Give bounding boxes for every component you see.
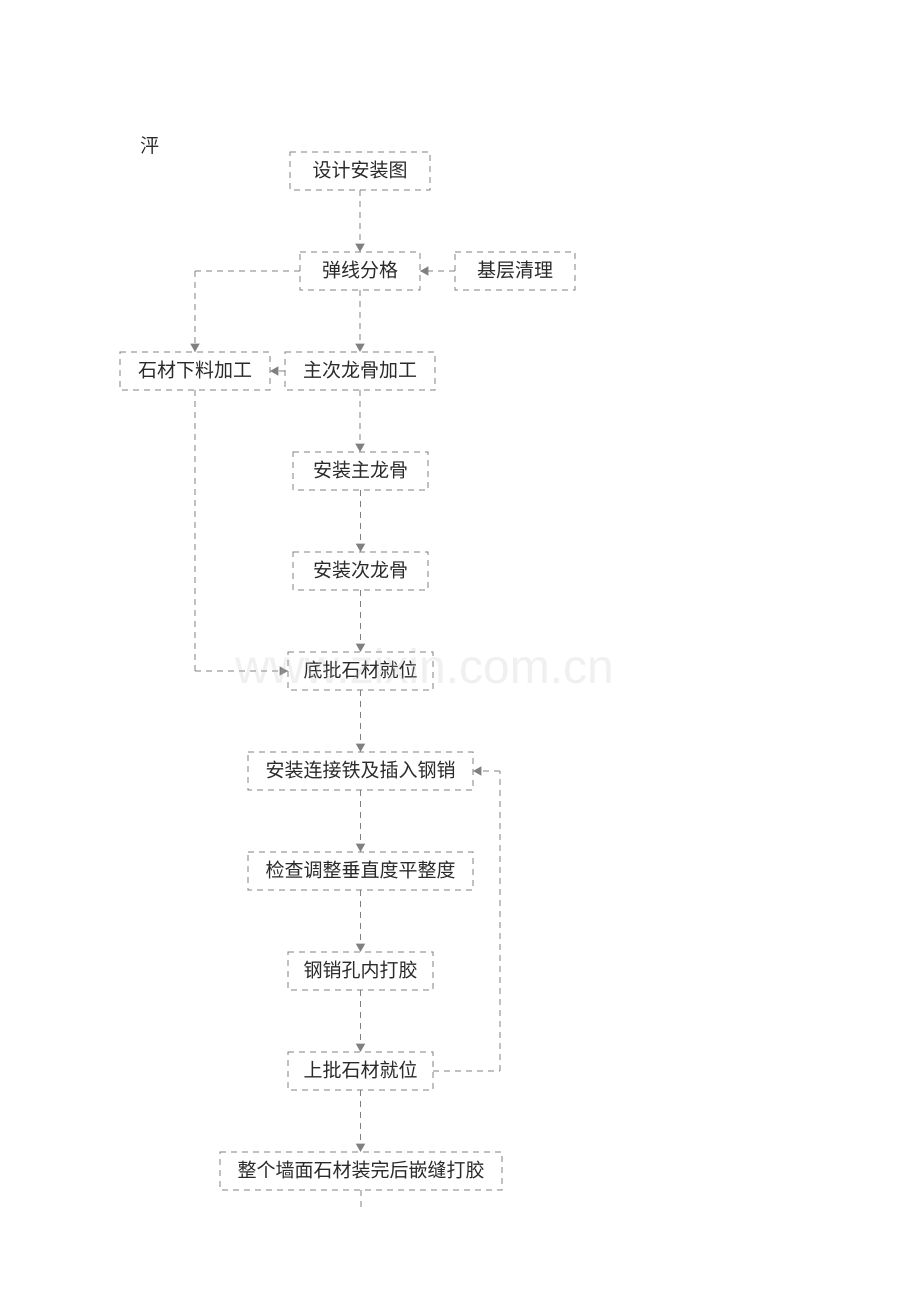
flow-node-b5: 主次龙骨加工 [285,352,435,390]
flow-node-b2: 弹线分格 [300,252,420,290]
flow-node-label: 主次龙骨加工 [303,360,417,382]
flow-node-label: 底批石材就位 [303,660,417,682]
flow-node-b3: 基层清理 [455,252,575,290]
flow-node-label: 上批石材就位 [303,1060,417,1082]
flow-node-b10: 检查调整垂直度平整度 [248,852,473,890]
flow-node-label: 弹线分格 [322,260,398,282]
flow-node-b8: 底批石材就位 [288,652,433,690]
flow-node-b11: 钢销孔内打胶 [288,952,433,990]
flow-node-label: 安装主龙骨 [313,460,408,482]
flow-node-label: 检查调整垂直度平整度 [265,860,455,882]
flow-node-b7: 安装次龙骨 [293,552,428,590]
flow-node-b4: 石材下料加工 [120,352,270,390]
flow-node-label: 整个墙面石材装完后嵌缝打胶 [237,1160,484,1182]
flow-node-label: 钢销孔内打胶 [303,960,417,982]
flow-node-b1: 设计安装图 [290,152,430,190]
flow-node-label: 安装连接铁及插入钢销 [265,760,455,782]
flow-node-b6: 安装主龙骨 [293,452,428,490]
flow-node-label: 设计安装图 [312,160,407,182]
flow-node-label: 基层清理 [477,260,553,282]
flow-node-b12: 上批石材就位 [288,1052,433,1090]
flow-node-b9: 安装连接铁及插入钢销 [248,752,473,790]
flow-node-b13: 整个墙面石材装完后嵌缝打胶 [220,1152,502,1190]
flow-node-label: 安装次龙骨 [313,560,408,582]
page-header-char: 泙 [140,135,159,157]
flow-node-label: 石材下料加工 [138,360,252,382]
flowchart-canvas: 设计安装图弹线分格 基层清理石材下料加工 主次龙骨加工安装主龙骨安装次龙骨底批石材就… [0,0,920,1302]
